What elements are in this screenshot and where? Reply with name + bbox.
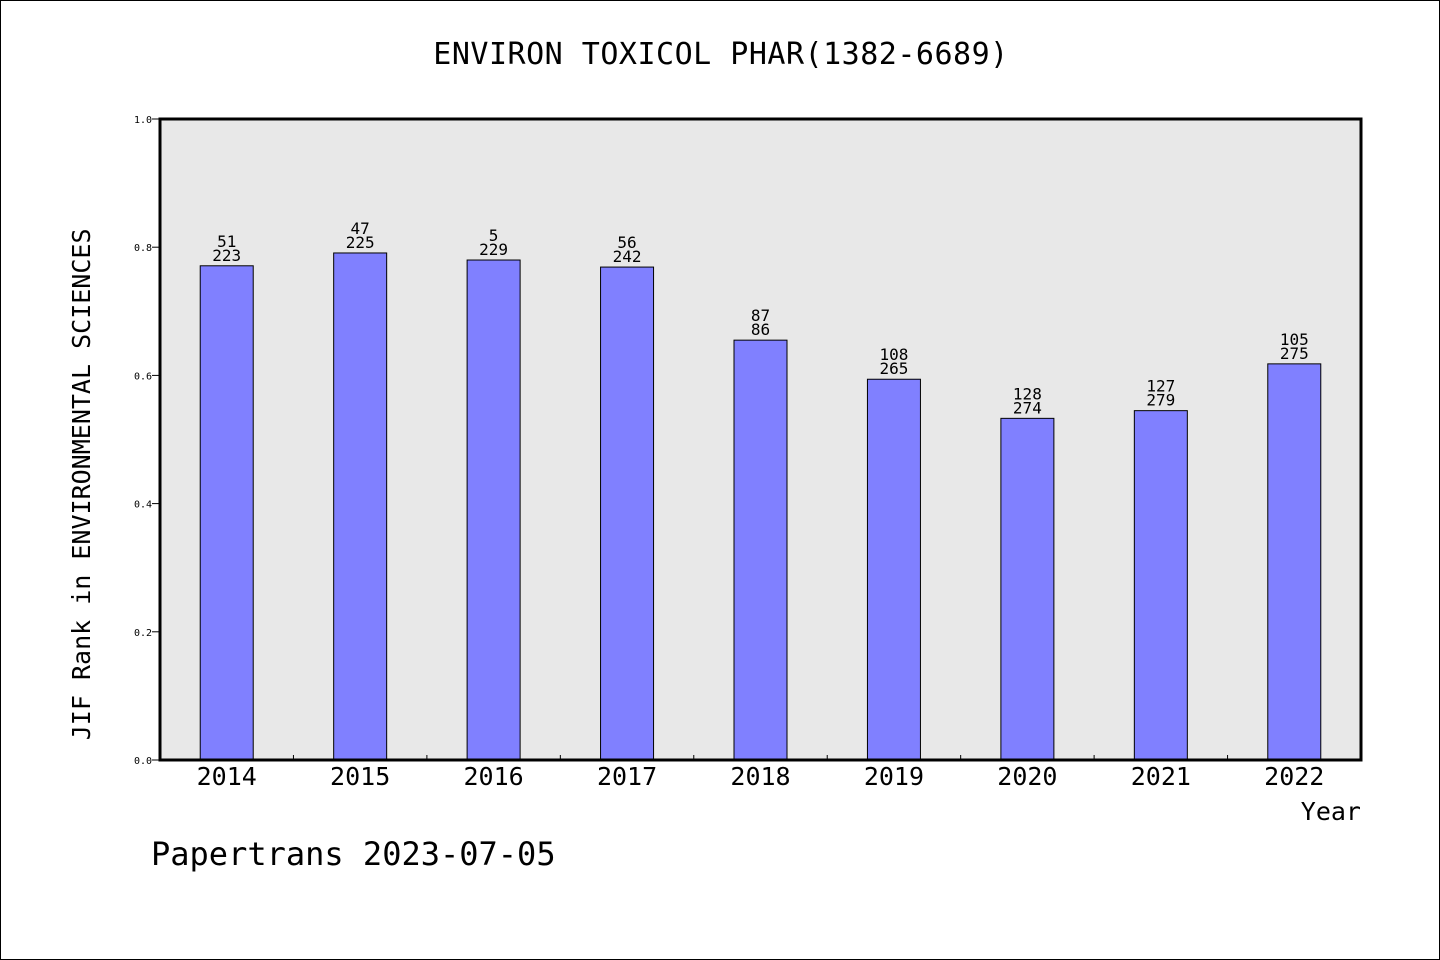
bar-label-rank: 56 <box>617 233 636 252</box>
bar-2019 <box>866 378 921 761</box>
bar-label-total: 86 <box>751 320 770 339</box>
x-axis-label: Year <box>1301 797 1361 826</box>
x-tick-label: 2020 <box>997 762 1057 791</box>
y-tick-label: 0.0 <box>134 756 152 767</box>
plot-frame <box>158 117 1363 762</box>
bar-label-total: 274 <box>1013 398 1042 417</box>
bar-2022 <box>1267 363 1322 761</box>
bar-2020 <box>1000 417 1055 761</box>
bar-label-rank: 128 <box>1013 384 1042 403</box>
y-tick-label: 0.2 <box>134 628 152 639</box>
bar-2017 <box>600 266 655 761</box>
bar-label-rank: 47 <box>351 219 370 238</box>
bar-label-total: 225 <box>346 233 375 252</box>
bar-label-total: 242 <box>613 247 642 266</box>
bar-2021 <box>1133 410 1188 761</box>
x-tick-label: 2017 <box>597 762 657 791</box>
chart-title: ENVIRON TOXICOL PHAR(1382-6689) <box>433 37 1009 72</box>
y-tick-label: 1.0 <box>134 115 152 126</box>
bar-2014 <box>199 265 254 761</box>
x-tick-label: 2018 <box>730 762 790 791</box>
bar-label-rank: 105 <box>1280 330 1309 349</box>
bar-label-total: 275 <box>1280 344 1309 363</box>
x-tick-label: 2016 <box>464 762 524 791</box>
bar-2018 <box>733 339 788 761</box>
y-tick-label: 0.8 <box>134 243 152 254</box>
x-tick-label: 2015 <box>330 762 390 791</box>
x-tick-label: 2021 <box>1131 762 1191 791</box>
bar-2016 <box>466 259 521 761</box>
x-tick-label: 2019 <box>864 762 924 791</box>
footer-text: Papertrans 2023-07-05 <box>151 835 556 873</box>
bar-label-rank: 5 <box>489 226 499 245</box>
bar-label-total: 229 <box>479 240 508 259</box>
bar-label-rank: 51 <box>217 232 236 251</box>
y-tick-label: 0.4 <box>134 500 152 511</box>
bar-label-rank: 87 <box>751 306 770 325</box>
bar-label-total: 223 <box>212 246 241 265</box>
bar-label-rank: 127 <box>1146 377 1175 396</box>
y-axis-label: JIF Rank in ENVIRONMENTAL SCIENCES <box>67 228 96 740</box>
x-tick-label: 2014 <box>197 762 257 791</box>
bar-label-rank: 108 <box>879 345 908 364</box>
x-tick-label: 2022 <box>1264 762 1324 791</box>
bar-2015 <box>333 252 388 761</box>
bar-label-total: 265 <box>879 359 908 378</box>
y-tick-label: 0.6 <box>134 371 152 382</box>
bar-label-total: 279 <box>1146 391 1175 410</box>
